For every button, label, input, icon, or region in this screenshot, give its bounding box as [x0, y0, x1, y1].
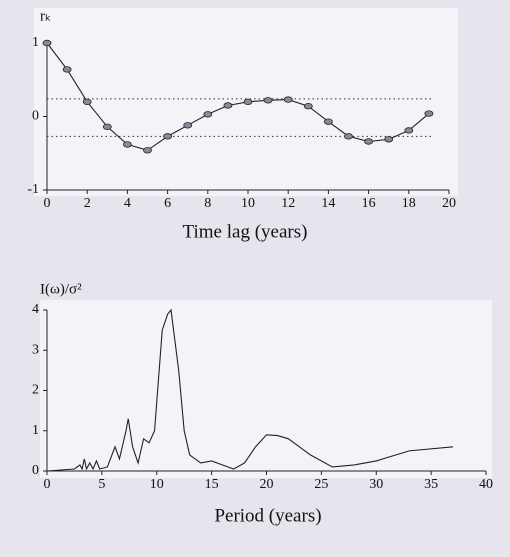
data-point	[183, 122, 193, 129]
data-point	[263, 97, 273, 104]
data-point	[424, 110, 434, 117]
x-tick-label: 10	[150, 477, 164, 492]
x-tick-label: 10	[241, 196, 255, 211]
data-point	[364, 138, 374, 145]
data-point	[123, 141, 132, 148]
y-tick-label: 1	[32, 35, 39, 50]
data-point	[344, 133, 353, 140]
y-axis-title: I(ω)/σ²	[40, 281, 82, 297]
data-point	[163, 133, 173, 140]
x-axis-title: Time lag (years)	[183, 221, 308, 242]
data-point	[203, 111, 213, 118]
y-axis-title: rₖ	[40, 8, 51, 24]
y-tick-label: 2	[32, 383, 39, 398]
x-tick-label: 25	[314, 477, 328, 492]
x-tick-label: 35	[424, 477, 438, 492]
x-tick-label: 15	[205, 477, 219, 492]
y-tick-label: 0	[32, 109, 39, 124]
x-tick-label: 18	[402, 196, 416, 211]
x-tick-label: 40	[479, 477, 493, 492]
x-tick-label: 0	[44, 196, 51, 211]
x-tick-label: 12	[281, 196, 295, 211]
x-tick-label: 20	[442, 196, 456, 211]
data-point	[384, 136, 394, 143]
x-tick-label: 0	[44, 477, 51, 492]
x-tick-label: 4	[124, 196, 131, 211]
y-tick-label: 4	[32, 302, 39, 317]
x-tick-label: 30	[369, 477, 383, 492]
data-point	[243, 98, 253, 105]
x-axis-title: Period (years)	[214, 505, 321, 526]
data-point	[303, 103, 313, 110]
data-point	[62, 66, 72, 73]
data-point	[42, 39, 52, 47]
x-tick-label: 5	[98, 477, 105, 492]
y-tick-label: 1	[32, 423, 39, 438]
data-line	[46, 308, 454, 472]
data-point	[404, 127, 414, 134]
plot-background	[40, 300, 492, 478]
x-tick-label: 2	[84, 196, 91, 211]
data-point	[283, 96, 293, 103]
y-tick-label: 3	[32, 342, 39, 357]
data-point	[143, 147, 152, 154]
y-tick-label: 0	[32, 463, 39, 478]
y-tick-label: -1	[27, 182, 39, 197]
data-point	[82, 98, 92, 105]
data-point	[102, 123, 112, 130]
x-tick-label: 14	[321, 196, 335, 211]
x-tick-label: 8	[204, 196, 211, 211]
x-tick-label: 6	[164, 196, 171, 211]
x-tick-label: 20	[260, 477, 274, 492]
x-tick-label: 16	[362, 196, 376, 211]
data-point	[223, 102, 233, 109]
data-point	[323, 118, 333, 125]
